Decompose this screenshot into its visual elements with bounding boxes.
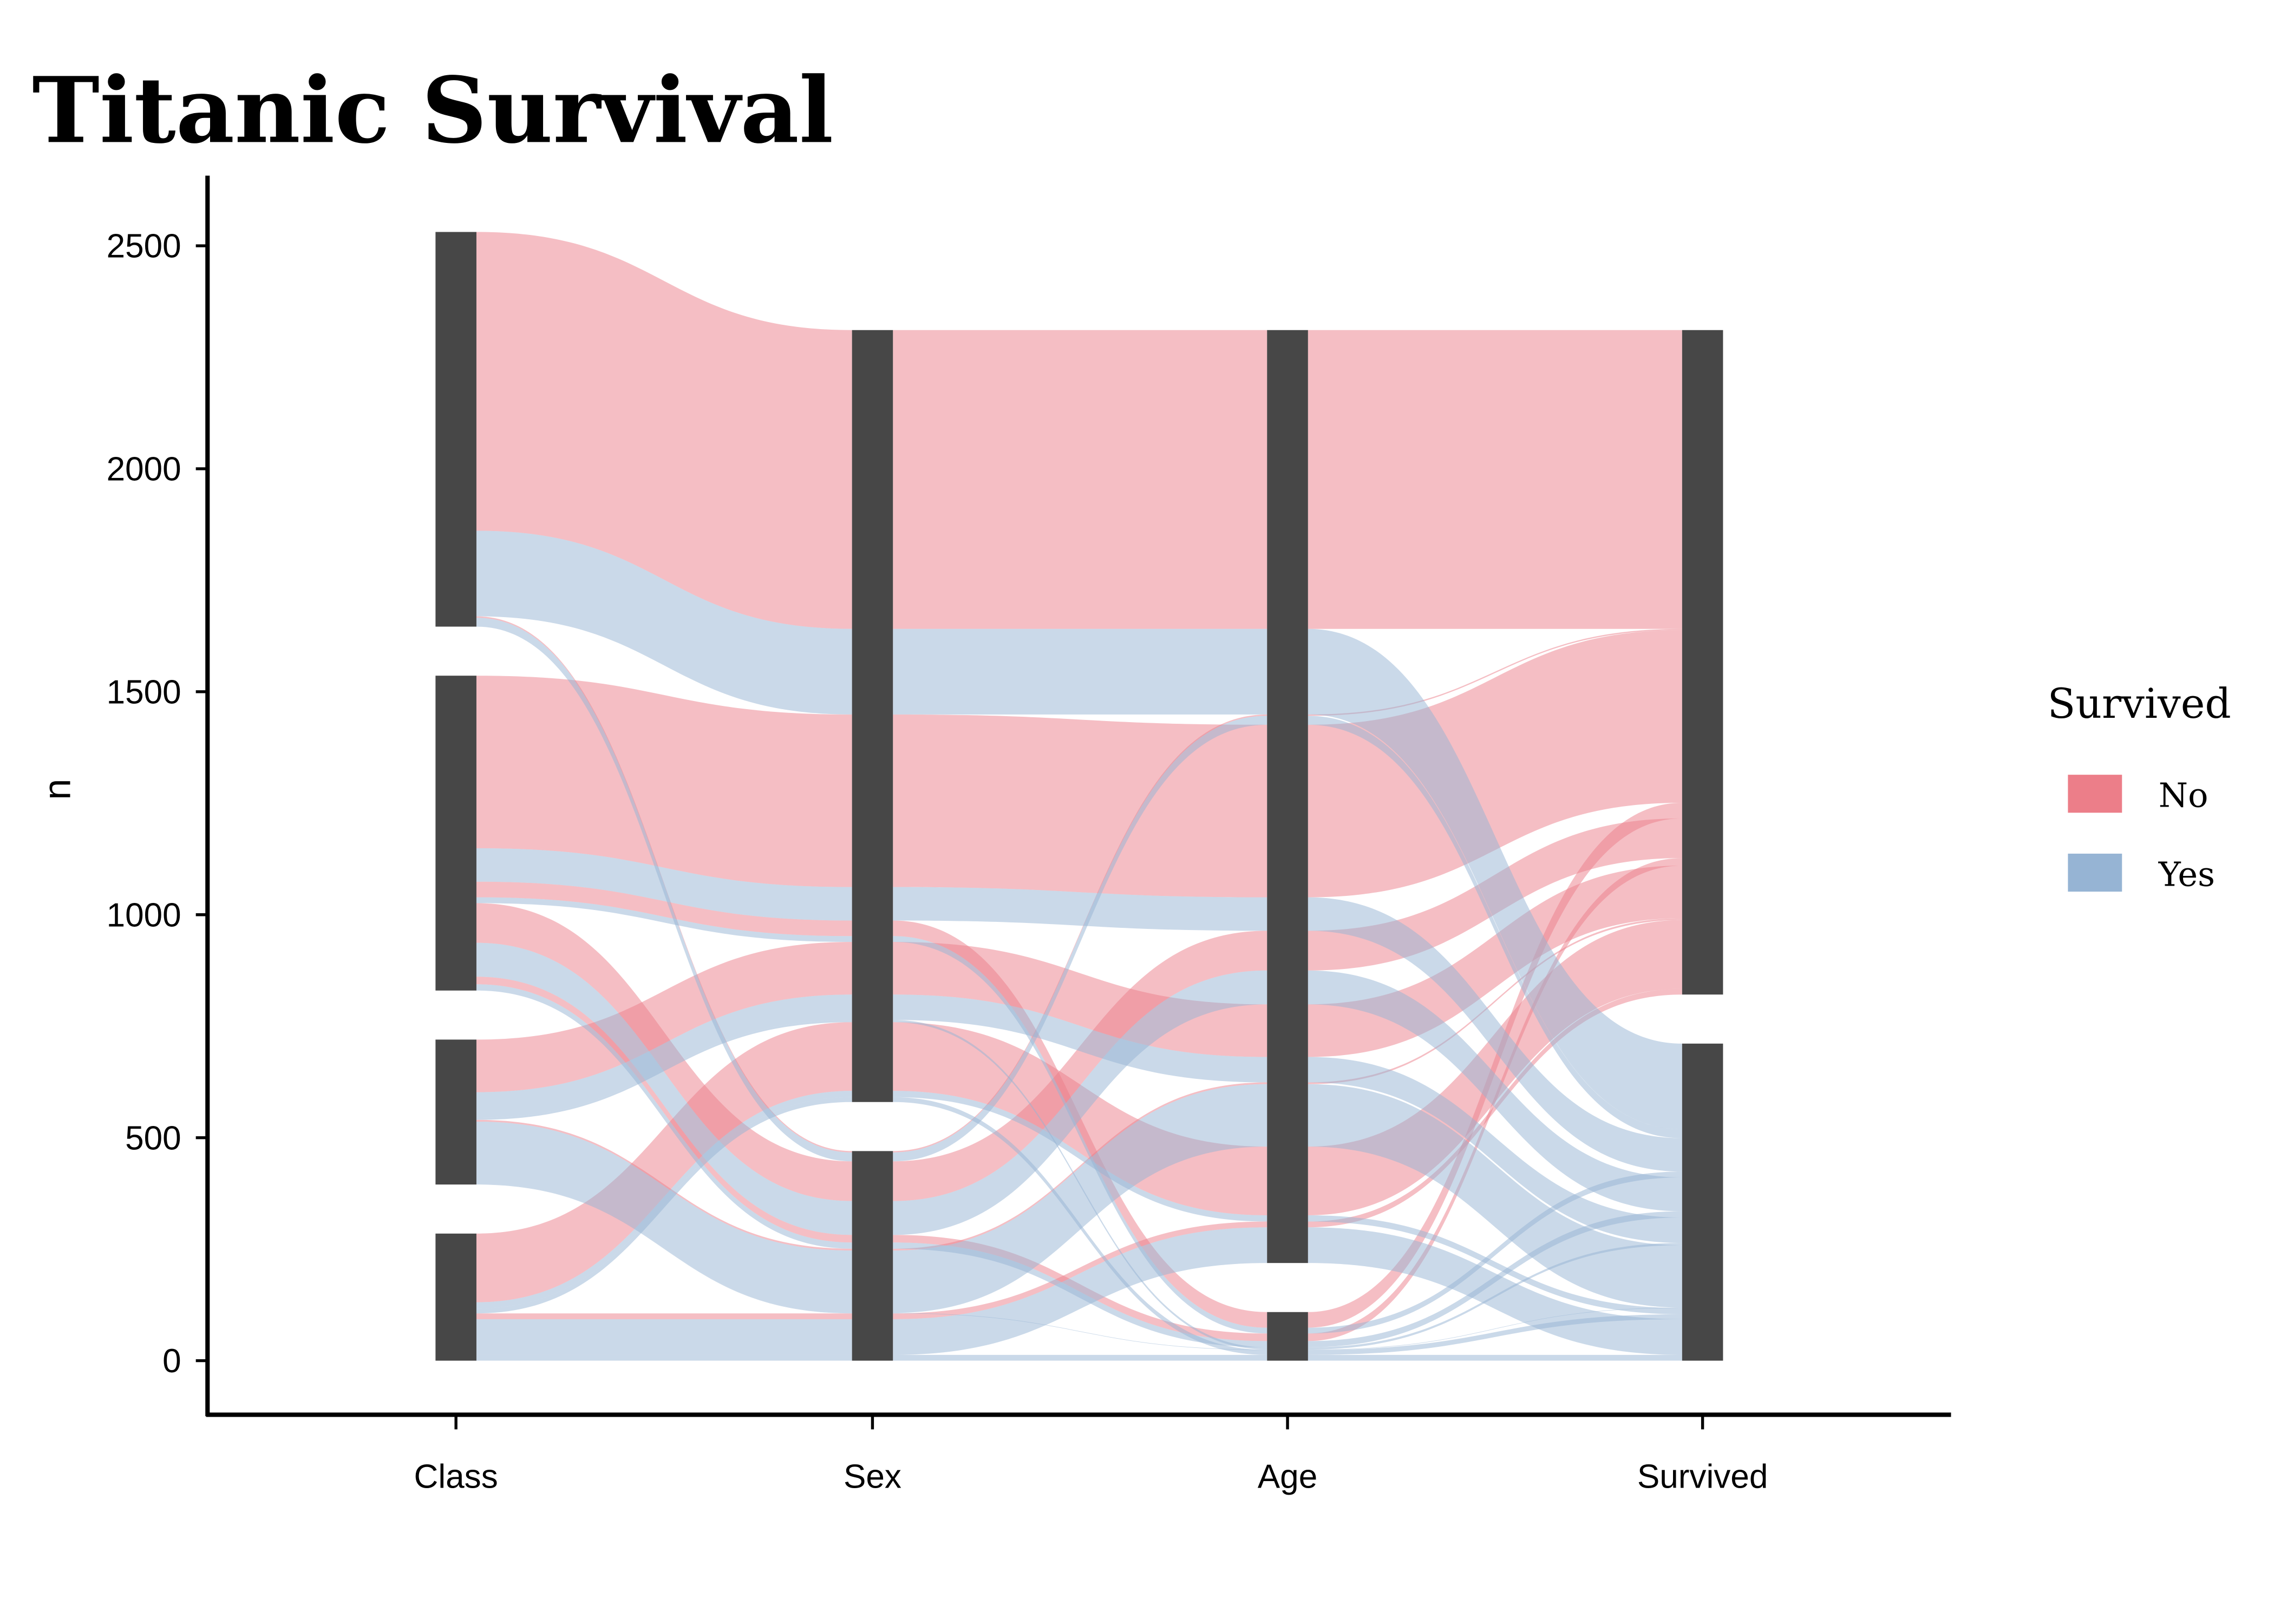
stratum-class-2nd — [435, 1233, 476, 1361]
y-tick-label: 1000 — [107, 896, 181, 934]
flow-yes — [1308, 1314, 1682, 1355]
stratum-age-adult — [1267, 330, 1308, 1263]
flow-no — [1308, 988, 1682, 1228]
flow-no — [476, 977, 852, 1243]
flow-yes — [476, 618, 852, 1162]
flow-yes — [893, 1313, 1267, 1350]
flow-no — [893, 714, 1267, 898]
y-tick-label: 500 — [125, 1119, 181, 1157]
flow-yes — [1308, 628, 1682, 1130]
y-tick-label: 2000 — [107, 451, 181, 488]
flow-yes — [476, 531, 852, 715]
x-tick-label-sex: Sex — [844, 1458, 901, 1495]
flow-yes — [1308, 1171, 1682, 1334]
legend-key-yes — [2068, 853, 2122, 892]
flow-yes — [893, 628, 1267, 715]
flow-no — [893, 1082, 1267, 1251]
flow-yes — [893, 1354, 1267, 1361]
flows-layer — [476, 232, 1682, 1361]
stratum-age-child — [1267, 1312, 1308, 1361]
flow-no — [476, 676, 852, 887]
y-tick-label: 1500 — [107, 673, 181, 711]
flow-yes — [893, 1227, 1267, 1355]
flow-yes — [476, 1319, 852, 1355]
flow-yes — [1308, 716, 1682, 1138]
flow-no — [476, 1313, 852, 1319]
legend: Survived No Yes — [2048, 680, 2231, 894]
flow-yes — [476, 1184, 852, 1314]
flow-yes — [893, 994, 1267, 1083]
flow-no — [1308, 330, 1682, 629]
strata-layer — [435, 232, 1723, 1361]
flow-yes — [1308, 1307, 1682, 1350]
stratum-sex-female — [852, 1151, 893, 1361]
stratum-class-3rd — [435, 676, 476, 991]
flow-yes — [476, 1122, 852, 1313]
flow-no — [893, 931, 1267, 1201]
flow-no — [893, 1221, 1267, 1319]
flow-yes — [476, 848, 852, 921]
flow-no — [476, 942, 852, 1092]
flow-no — [1308, 630, 1682, 898]
x-tick-label-age: Age — [1258, 1458, 1317, 1495]
stratum-sex-male — [852, 330, 893, 1102]
flow-no — [1308, 628, 1682, 716]
flow-yes — [476, 897, 852, 942]
flow-yes — [893, 716, 1267, 1162]
y-tick-label: 2500 — [107, 228, 181, 265]
flow-no — [893, 330, 1267, 629]
stratum-survived-yes — [1682, 1043, 1723, 1361]
flow-no — [476, 1119, 852, 1251]
flow-yes — [1308, 1057, 1682, 1243]
flow-no — [1308, 918, 1682, 1084]
flow-yes — [893, 970, 1267, 1235]
flow-yes — [1308, 1215, 1682, 1314]
y-axis-label: n — [36, 779, 79, 800]
x-tick-label-class: Class — [414, 1458, 498, 1495]
legend-title: Survived — [2048, 680, 2231, 728]
flow-yes — [1308, 1354, 1682, 1361]
flow-yes — [476, 1354, 852, 1361]
flow-yes — [476, 984, 852, 1249]
stratum-class-crew — [435, 232, 476, 627]
flow-no — [476, 1022, 852, 1302]
legend-key-no — [2068, 775, 2122, 813]
y-tick-label: 0 — [162, 1343, 181, 1380]
flow-yes — [476, 1020, 852, 1120]
flow-yes — [1308, 1227, 1682, 1355]
flow-yes — [1308, 970, 1682, 1212]
chart-title: Titanic Survival — [32, 57, 833, 163]
legend-label-no: No — [2159, 776, 2208, 815]
flow-yes — [1308, 897, 1682, 1172]
stratum-class-1st — [435, 1039, 476, 1185]
stratum-survived-no — [1682, 330, 1723, 995]
flow-yes — [1308, 1084, 1682, 1308]
flow-no — [476, 881, 852, 937]
flow-no — [893, 714, 1267, 1152]
axes-layer: n 0 500 1000 1500 2000 2500 Class Sex Age Survive… — [36, 175, 1951, 1495]
x-tick-label-survived: Survived — [1637, 1458, 1768, 1495]
flow-yes — [893, 1084, 1267, 1313]
flow-yes — [476, 942, 852, 1235]
flow-yes — [476, 994, 852, 1118]
flow-yes — [893, 1091, 1267, 1222]
flow-yes — [893, 936, 1267, 1334]
legend-label-yes: Yes — [2158, 854, 2215, 894]
flow-yes — [893, 887, 1267, 931]
flow-no — [476, 232, 852, 629]
